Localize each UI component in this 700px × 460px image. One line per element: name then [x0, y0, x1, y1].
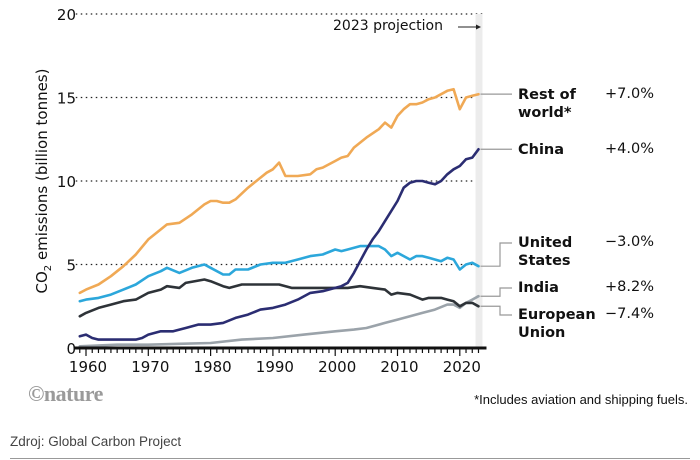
x-tick-label: 2020: [443, 358, 481, 376]
series-line-rest-of-world: [78, 87, 480, 295]
leader-line: [480, 242, 512, 267]
legend-change: +7.0%: [605, 86, 654, 102]
legend-label: United States: [518, 234, 572, 270]
legend-label-line: United: [518, 235, 573, 251]
series-line-united-states: [78, 244, 480, 303]
series-line-european-union: [78, 278, 480, 318]
nature-logo: ©nature: [28, 381, 103, 406]
series-line-india: [78, 294, 480, 348]
legend-label-line: States: [518, 253, 571, 269]
y-tick-label: 0: [66, 340, 76, 358]
projection-band: [475, 14, 483, 348]
legend-change: −3.0%: [605, 234, 654, 250]
legend-label: India: [518, 279, 559, 297]
legend-label-line: Union: [518, 325, 566, 341]
x-tick-label: 2000: [318, 358, 356, 376]
legend-label: Rest of world*: [518, 86, 576, 122]
legend-label-line: India: [518, 280, 559, 296]
legend-label-line: China: [518, 142, 565, 158]
legend-label-line: Rest of: [518, 87, 576, 103]
legend-change: +4.0%: [605, 141, 654, 157]
x-tick-labels: 1960 1970 1980 1990 2000 2010 2020: [69, 358, 481, 376]
footnote: *Includes aviation and shipping fuels.: [474, 392, 688, 407]
y-tick-label: 15: [57, 90, 76, 108]
legend-label: European Union: [518, 306, 596, 342]
y-tick-label: 5: [66, 257, 76, 275]
y-axis-label: CO2 emissions (billion tonnes): [33, 69, 54, 294]
y-tick-labels: 0 5 10 15 20: [57, 6, 76, 358]
legend-change: −7.4%: [605, 306, 654, 322]
projection-arrow-icon: [458, 24, 481, 30]
co2-emissions-chart: 0 5 10 15 20 1960 1970 1980 1990 2000 2010 2020 CO…: [33, 6, 512, 376]
x-tick-label: 1990: [256, 358, 294, 376]
projection-label: 2023 projection: [333, 18, 443, 34]
x-axis: [73, 346, 487, 356]
leader-line: [480, 305, 512, 316]
legend-label-line: European: [518, 307, 596, 323]
divider: [10, 458, 690, 459]
source-credit: Zdroj: Global Carbon Project: [10, 434, 182, 449]
series-lines: [78, 87, 480, 348]
legend-change: +8.2%: [605, 279, 654, 295]
leader-line: [480, 287, 512, 297]
projection-arrow-head: [476, 24, 481, 30]
x-tick-label: 2010: [380, 358, 418, 376]
legend-label-line: world*: [518, 105, 572, 121]
x-tick-label: 1970: [131, 358, 169, 376]
legend-label: China: [518, 141, 564, 159]
y-tick-label: 20: [57, 6, 76, 24]
legend-leader-lines: [480, 93, 512, 316]
grid-lines: [75, 13, 485, 266]
x-tick-label: 1960: [69, 358, 107, 376]
y-tick-label: 10: [57, 173, 76, 191]
series-line-china: [78, 148, 480, 341]
x-tick-label: 1980: [194, 358, 232, 376]
